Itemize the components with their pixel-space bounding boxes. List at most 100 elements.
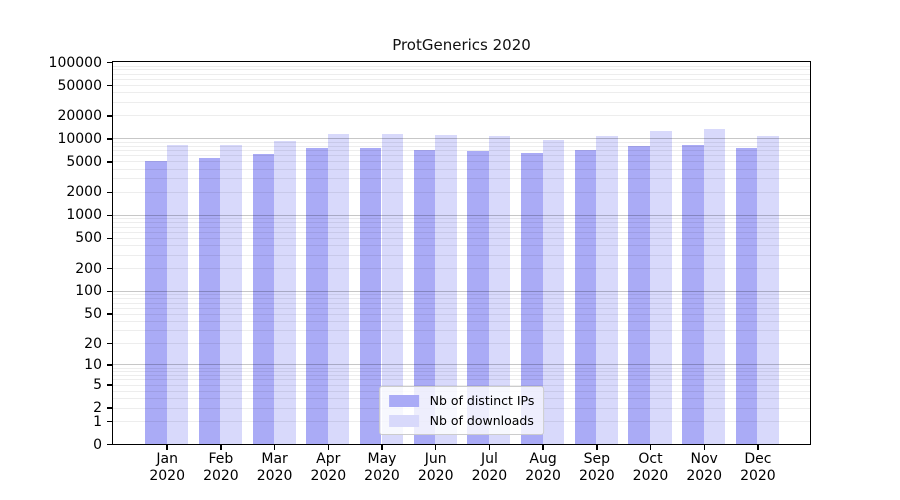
gridline	[113, 145, 810, 147]
bar-downloads-oct	[650, 131, 672, 444]
chart-title: ProtGenerics 2020	[392, 36, 531, 54]
gridline	[113, 294, 810, 296]
y-tick	[107, 290, 112, 293]
x-tick	[327, 445, 330, 450]
bar-downloads-jun	[435, 135, 457, 444]
gridline	[113, 231, 810, 233]
bar-distinct-ips-jul	[467, 150, 489, 444]
y-tick-label: 10000	[57, 130, 102, 147]
gridline	[113, 364, 810, 366]
bar-distinct-ips-mar	[252, 154, 275, 444]
y-tick	[107, 138, 112, 140]
gridline	[113, 307, 810, 309]
x-tick	[381, 445, 383, 450]
x-tick	[649, 445, 652, 450]
gridline	[113, 222, 810, 224]
gridline	[113, 141, 810, 143]
gridline	[113, 375, 810, 376]
gridline	[113, 237, 810, 239]
x-tick	[273, 445, 276, 450]
legend-label-distinct-ips: Nb of distinct IPs	[429, 393, 535, 408]
y-tick-label: 10	[84, 356, 102, 373]
x-tick-year: 2020	[310, 468, 347, 484]
bar-downloads-may	[381, 133, 404, 444]
y-tick	[107, 407, 112, 409]
gridline	[113, 313, 810, 315]
bar-downloads-apr	[327, 134, 350, 444]
gridline	[113, 218, 810, 220]
x-tick-month: Oct	[638, 451, 663, 467]
legend: Nb of distinct IPs Nb of downloads	[378, 386, 545, 435]
legend-item-downloads: Nb of downloads	[388, 413, 535, 428]
x-tick-year: 2020	[256, 468, 293, 484]
gridline	[113, 101, 810, 103]
bar-downloads-jul	[488, 136, 511, 444]
bar-downloads-sep	[596, 136, 618, 444]
gridline	[113, 371, 810, 373]
x-tick-month: Jan	[156, 451, 178, 467]
x-tick-year: 2020	[686, 468, 722, 484]
y-tick-label: 100000	[48, 54, 102, 71]
x-tick-year: 2020	[417, 468, 454, 484]
y-tick	[107, 237, 112, 239]
y-tick-label: 1000	[66, 207, 102, 224]
x-tick-label: Oct 2020	[623, 451, 679, 485]
gridline	[113, 85, 810, 86]
bar-distinct-ips-dec	[735, 147, 758, 444]
x-tick	[434, 445, 437, 450]
bar-distinct-ips-feb	[198, 158, 221, 444]
y-tick-label: 200	[75, 260, 102, 277]
gridline	[113, 65, 810, 67]
y-tick-label: 2	[93, 400, 102, 416]
y-tick-label: 20000	[57, 107, 102, 124]
y-tick	[107, 313, 112, 315]
x-tick	[220, 445, 222, 450]
gridline	[113, 168, 810, 170]
x-tick-month: Nov	[690, 451, 718, 467]
bar-distinct-ips-aug	[521, 153, 543, 444]
gridline	[113, 214, 810, 216]
y-tick-label: 5000	[66, 153, 102, 170]
x-tick-label: Sep 2020	[569, 451, 625, 485]
bar-distinct-ips-nov	[682, 144, 704, 444]
gridline	[113, 254, 810, 256]
y-tick	[107, 267, 112, 270]
x-tick-year: 2020	[632, 468, 669, 484]
bar-downloads-dec	[757, 135, 779, 444]
x-tick-label: Feb 2020	[193, 451, 249, 485]
x-tick-year: 2020	[525, 468, 561, 484]
bar-downloads-mar	[274, 140, 296, 444]
x-tick-label: Nov 2020	[676, 451, 732, 485]
gridline	[113, 69, 810, 71]
y-tick-label: 1	[93, 413, 102, 430]
x-tick-label: Jun 2020	[408, 451, 464, 485]
legend-label-downloads: Nb of downloads	[429, 413, 534, 428]
x-tick	[703, 445, 705, 450]
bar-distinct-ips-jun	[413, 149, 436, 444]
x-tick-month: Mar	[261, 451, 288, 467]
y-tick-label: 0	[93, 436, 102, 453]
y-tick-label: 5	[93, 377, 102, 393]
gridline	[113, 155, 810, 157]
bar-distinct-ips-apr	[306, 147, 328, 444]
y-tick	[107, 84, 112, 87]
bar-downloads-jan	[166, 145, 189, 444]
gridline	[113, 150, 810, 152]
legend-swatch-distinct-ips-icon	[388, 394, 419, 407]
y-tick	[107, 115, 112, 117]
x-tick-month: Sep	[583, 451, 610, 467]
bar-downloads-aug	[542, 140, 565, 444]
x-tick-year: 2020	[471, 468, 508, 484]
gridline	[113, 367, 810, 369]
gridline	[113, 115, 810, 117]
y-tick	[107, 384, 112, 386]
x-tick-month: Apr	[316, 451, 341, 467]
y-tick	[107, 420, 112, 423]
gridline	[113, 138, 810, 140]
gridline	[113, 379, 810, 381]
y-tick	[107, 364, 112, 366]
gridline	[113, 78, 810, 80]
gridline	[113, 178, 810, 180]
x-tick-month: Aug	[529, 451, 557, 467]
gridline	[113, 302, 810, 304]
